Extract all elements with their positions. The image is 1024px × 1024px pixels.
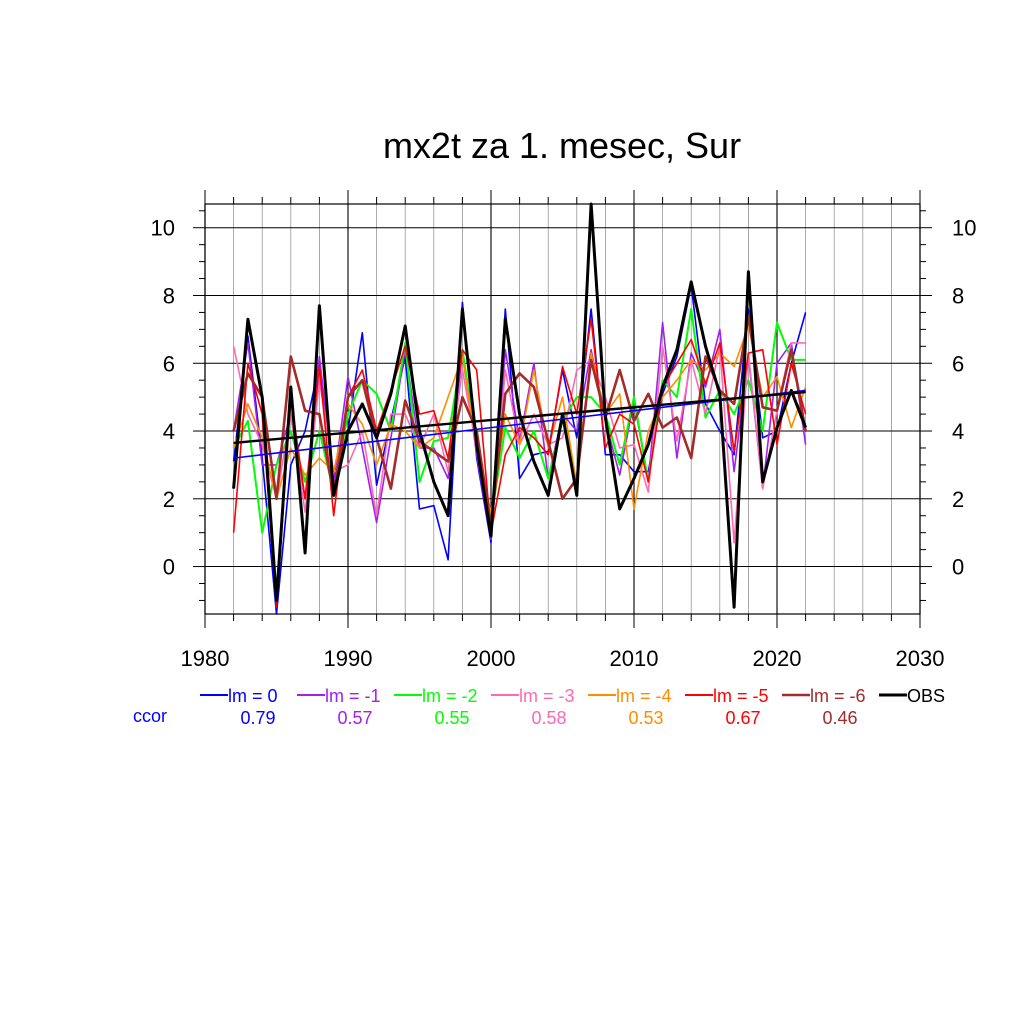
y-tick-label-right: 2 <box>952 487 964 512</box>
legend-label-2: lm = -2 <box>422 686 478 706</box>
y-tick-label-left: 6 <box>163 351 175 376</box>
plot-border <box>204 203 921 615</box>
ccor-value-1: 0.57 <box>337 708 372 728</box>
ccor-label: ccor <box>133 706 167 726</box>
x-tick-label: 1980 <box>181 646 230 671</box>
y-tick-label-right: 6 <box>952 351 964 376</box>
series-line-7 <box>232 202 808 609</box>
y-tick-label-left: 10 <box>151 216 175 241</box>
ccor-value-6: 0.46 <box>822 708 857 728</box>
x-tick-label: 1990 <box>324 646 373 671</box>
x-tick-label: 2010 <box>610 646 659 671</box>
legend-label-4: lm = -4 <box>616 686 672 706</box>
y-tick-label-right: 8 <box>952 283 964 308</box>
ccor-value-3: 0.58 <box>531 708 566 728</box>
y-tick-label-left: 8 <box>163 283 175 308</box>
x-tick-label: 2000 <box>467 646 516 671</box>
x-tick-label: 2030 <box>896 646 945 671</box>
y-tick-label-right: 10 <box>952 216 976 241</box>
y-tick-label-left: 4 <box>163 419 175 444</box>
series-lines <box>232 202 808 615</box>
y-tick-label-right: 4 <box>952 419 964 444</box>
legend-label-3: lm = -3 <box>519 686 575 706</box>
series-line-6 <box>232 314 807 528</box>
y-tick-label-left: 0 <box>163 555 175 580</box>
y-tick-label-right: 0 <box>952 555 964 580</box>
legend-label-6: lm = -6 <box>810 686 866 706</box>
trend-line-1 <box>233 390 806 445</box>
legend-label-5: lm = -5 <box>713 686 769 706</box>
ccor-value-5: 0.67 <box>725 708 760 728</box>
chart-title: mx2t za 1. mesec, Sur <box>383 125 741 166</box>
legend-label-1: lm = -1 <box>325 686 381 706</box>
x-tick-label: 2020 <box>753 646 802 671</box>
y-tick-label-left: 2 <box>163 487 175 512</box>
ccor-value-4: 0.53 <box>628 708 663 728</box>
axes: 1980 1990 2000 2010 2020 2030 0 0 2 2 4 4 6 6 8 8 10 10 <box>151 190 976 671</box>
legend-label-0: lm = 0 <box>228 686 278 706</box>
ccor-value-2: 0.55 <box>434 708 469 728</box>
ccor-value-0: 0.79 <box>240 708 275 728</box>
plot-frame <box>204 203 921 615</box>
legend-label-7: OBS <box>907 686 945 706</box>
